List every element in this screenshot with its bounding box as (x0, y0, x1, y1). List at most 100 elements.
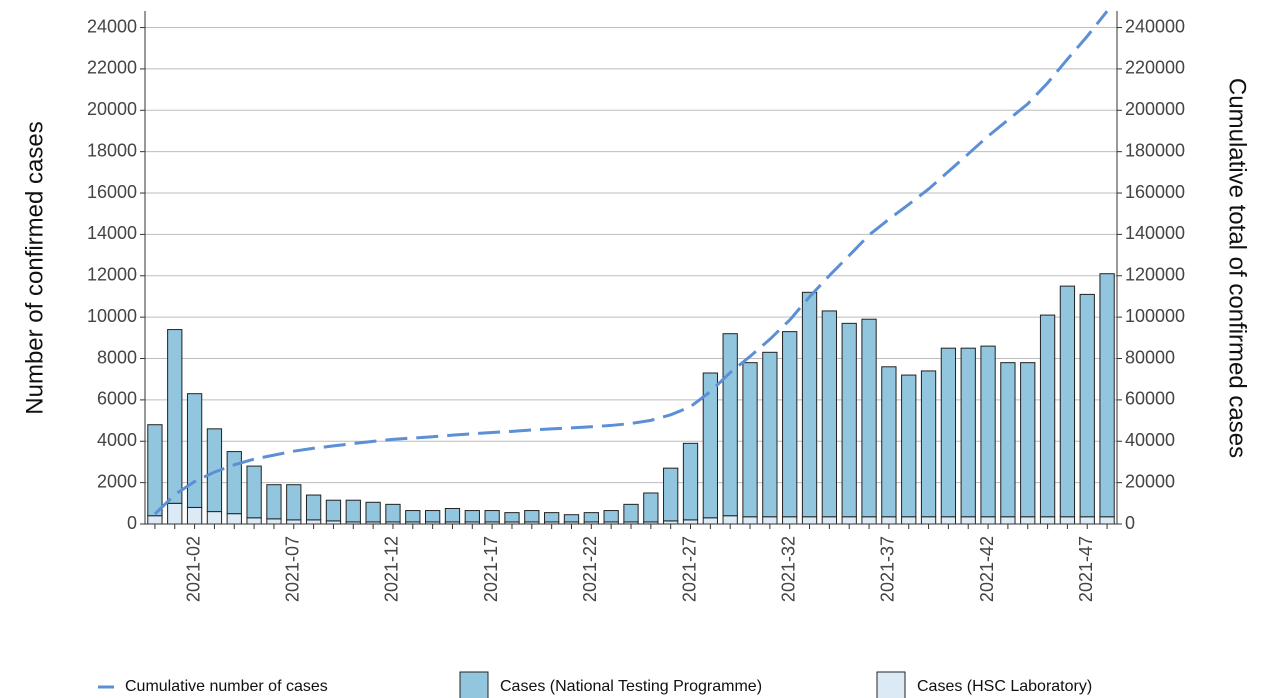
bar-segment (682, 519, 699, 525)
legend-label: Cases (National Testing Programme) (500, 678, 762, 695)
bar-segment (762, 351, 778, 518)
bar-segment (444, 507, 461, 523)
x-tick-label: 2021-37 (878, 536, 898, 602)
bar-segment (544, 512, 560, 523)
y-tick-label: 6000 (97, 389, 137, 409)
y2-tick-label: 120000 (1125, 265, 1185, 285)
bar-segment (1059, 516, 1076, 525)
bar-segment (167, 502, 183, 525)
bar-segment (920, 370, 937, 518)
y2-tick-label: 160000 (1125, 182, 1185, 202)
legend-label: Cumulative number of cases (125, 678, 328, 695)
bar-segment (305, 519, 322, 525)
bar-segment (742, 362, 758, 518)
x-tick-label: 2021-42 (977, 536, 997, 602)
cumulative-line (153, 10, 1109, 516)
bar-segment (603, 510, 619, 523)
bar-segment (246, 517, 262, 525)
x-tick-label: 2021-22 (580, 536, 600, 602)
bar-segment (821, 310, 838, 518)
bar-segment (762, 516, 778, 525)
y2-tick-label: 220000 (1125, 58, 1185, 78)
y2-tick-label: 200000 (1125, 99, 1185, 119)
bar-segment (881, 516, 897, 525)
y-tick-label: 2000 (97, 471, 137, 491)
bar-segment (345, 499, 361, 523)
bar-segment (147, 424, 163, 517)
bar-segment (226, 513, 242, 525)
y2-tick-label: 140000 (1125, 223, 1185, 243)
bar-segment (1039, 516, 1056, 525)
bar-segment (305, 494, 322, 521)
y2-axis-title: Cumulative total of confirmed cases (1224, 78, 1251, 458)
bar-segment (702, 517, 718, 525)
bar-segment (861, 318, 877, 518)
y2-tick-label: 20000 (1125, 471, 1175, 491)
bar-segment (1079, 516, 1095, 525)
bar-segment (861, 516, 877, 525)
x-tick-label: 2021-47 (1076, 536, 1096, 602)
y-tick-label: 18000 (87, 140, 137, 160)
legend-swatch (459, 671, 489, 698)
bar-segment (960, 516, 976, 525)
bar-segment (464, 510, 480, 523)
x-tick-label: 2021-02 (183, 536, 203, 602)
x-tick-label: 2021-32 (778, 536, 798, 602)
x-tick-label: 2021-17 (481, 536, 501, 602)
bar-segment (583, 512, 599, 523)
legend-label: Cases (HSC Laboratory) (917, 678, 1092, 695)
bar-segment (325, 499, 342, 522)
bar-segment (841, 322, 857, 518)
y-tick-label: 14000 (87, 223, 137, 243)
bar-segment (663, 467, 679, 522)
x-tick-label: 2021-27 (679, 536, 699, 602)
y2-tick-label: 60000 (1125, 389, 1175, 409)
y-tick-label: 16000 (87, 182, 137, 202)
bar-segment (881, 366, 897, 518)
x-tick-label: 2021-07 (283, 536, 303, 602)
bar-segment (960, 347, 976, 518)
bar-segment (1000, 362, 1016, 518)
bar-segment (226, 451, 242, 515)
bar-segment (365, 501, 381, 523)
bar-segment (782, 331, 798, 518)
bar-segment (484, 510, 500, 523)
y-axis-title: Number of confirmed cases (21, 121, 48, 414)
bar-segment (385, 503, 401, 523)
y2-tick-label: 40000 (1125, 430, 1175, 450)
bar-segment (246, 465, 262, 519)
bar-segment (682, 442, 699, 521)
y-tick-label: 20000 (87, 99, 137, 119)
bar-segment (286, 519, 302, 525)
bar-segment (801, 291, 818, 518)
bar-segment (147, 515, 163, 525)
bar-segment (266, 518, 282, 525)
bar-segment (286, 484, 302, 521)
bar-segment (1099, 273, 1115, 518)
bar-segment (167, 329, 183, 504)
bar-segment (940, 347, 957, 518)
y-tick-label: 22000 (87, 58, 137, 78)
bar-segment (1039, 314, 1056, 518)
bar-segment (841, 516, 857, 525)
bar-segment (186, 393, 203, 508)
bar-segment (643, 492, 659, 523)
bar-segment (742, 516, 758, 525)
bar-segment (405, 510, 421, 523)
bar-segment (206, 511, 223, 525)
bar-segment (1020, 516, 1036, 525)
bar-segment (722, 515, 738, 525)
y2-tick-label: 0 (1125, 513, 1135, 533)
y-tick-label: 12000 (87, 265, 137, 285)
y2-tick-label: 100000 (1125, 306, 1185, 326)
bar-segment (821, 516, 838, 525)
bar-segment (1059, 285, 1076, 518)
bar-segment (186, 506, 203, 525)
y2-tick-label: 180000 (1125, 140, 1185, 160)
bar-segment (920, 516, 937, 525)
bar-segment (901, 374, 917, 518)
bar-segment (980, 345, 996, 518)
x-tick-label: 2021-12 (382, 536, 402, 602)
bar-segment (623, 503, 639, 523)
